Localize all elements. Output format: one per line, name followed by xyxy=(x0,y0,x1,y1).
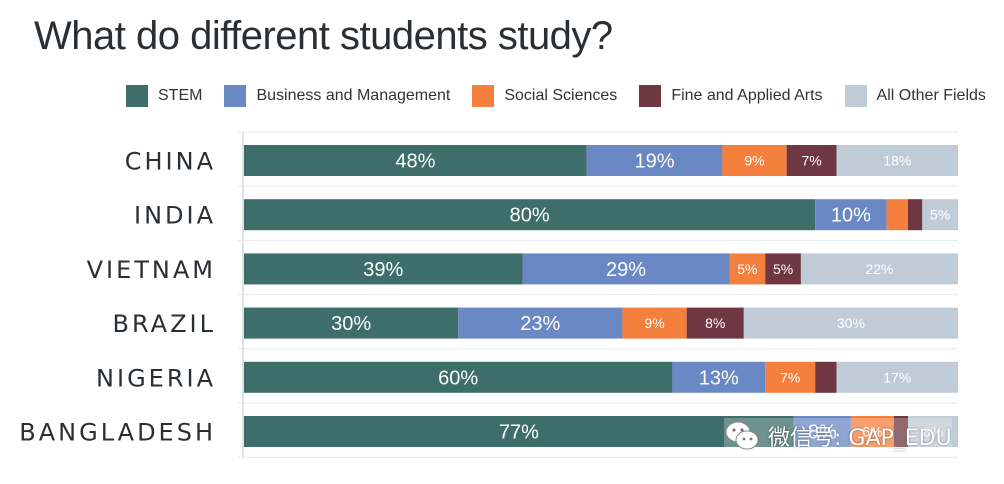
category-label: BRAZIL xyxy=(113,310,216,338)
legend-swatch xyxy=(472,85,495,107)
data-label: 8% xyxy=(705,315,725,331)
category-label: INDIA xyxy=(134,202,216,230)
bar-segment xyxy=(244,361,673,393)
data-label: 9% xyxy=(744,153,764,169)
legend-swatch xyxy=(844,85,867,107)
category-label: CHINA xyxy=(125,148,216,176)
legend-swatch xyxy=(639,85,662,107)
category-label: NIGERIA xyxy=(96,364,216,392)
watermark: 微信号: GAP_EDU xyxy=(724,418,952,454)
data-label: 10% xyxy=(831,205,871,227)
bar-segment xyxy=(743,307,958,339)
legend-item: Business and Management xyxy=(224,85,450,107)
data-label: 7% xyxy=(802,153,822,169)
bar-segment xyxy=(836,361,958,393)
bar-segment xyxy=(244,199,816,231)
data-label: 8% xyxy=(923,424,943,440)
data-label: 7% xyxy=(780,369,800,385)
data-label: 5% xyxy=(737,261,757,277)
bar-segment xyxy=(815,199,887,231)
legend-label: Business and Management xyxy=(256,87,451,104)
data-label: 29% xyxy=(606,259,646,281)
legend-label: All Other Fields xyxy=(876,87,986,104)
chart-legend: STEM Business and Management Social Scienc… xyxy=(126,84,1004,108)
data-label: 30% xyxy=(837,315,865,331)
data-label: 30% xyxy=(331,313,371,335)
data-label: 60% xyxy=(438,367,478,389)
bar-segment xyxy=(244,145,587,176)
bar-segment xyxy=(922,199,958,231)
category-label: BANGLADESH xyxy=(19,419,216,447)
bar-segment xyxy=(893,416,909,447)
bar-segment xyxy=(458,307,623,339)
data-label: 13% xyxy=(699,367,739,389)
data-label: 6% xyxy=(862,424,882,440)
legend-item: STEM xyxy=(126,85,202,107)
bar-segment xyxy=(786,145,837,176)
data-label: 5% xyxy=(773,261,793,277)
data-label: 5% xyxy=(930,207,950,223)
legend-label: Social Sciences xyxy=(504,87,618,104)
bar-segment xyxy=(686,307,744,339)
legend-label: STEM xyxy=(158,87,203,104)
category-label: VIETNAM xyxy=(87,256,216,284)
bar-segment xyxy=(729,253,766,285)
legend-item: Social Sciences xyxy=(472,85,617,107)
legend-item: All Other Fields xyxy=(844,85,986,107)
bar-segment xyxy=(850,416,894,447)
data-label: 48% xyxy=(395,151,435,173)
bar-segment xyxy=(815,361,837,393)
legend-swatch xyxy=(126,85,148,107)
data-label: 80% xyxy=(510,205,550,227)
bar-segment xyxy=(522,253,730,285)
legend-item: Fine and Applied Arts xyxy=(639,85,823,107)
bar-segment xyxy=(800,253,958,285)
bar-segment xyxy=(244,416,794,447)
legend-swatch xyxy=(224,85,247,107)
bar-segment xyxy=(793,416,851,447)
bar-segment xyxy=(765,361,816,393)
data-label: 22% xyxy=(865,261,893,277)
data-label: 39% xyxy=(363,259,403,281)
data-label: 9% xyxy=(644,315,664,331)
legend-label: Fine and Applied Arts xyxy=(671,87,823,104)
bar-segment xyxy=(765,253,801,285)
data-label: 18% xyxy=(883,153,911,169)
watermark-text: 微信号: GAP_EDU xyxy=(768,426,952,451)
bar-segment xyxy=(622,307,687,339)
bar-segment xyxy=(586,145,723,176)
data-label: 8% xyxy=(808,422,837,444)
data-label: 77% xyxy=(499,422,539,444)
bar-segment xyxy=(908,416,958,447)
chart-title: What do different students study? xyxy=(34,14,613,58)
bar-segment xyxy=(244,307,459,339)
bar-segment xyxy=(722,145,787,176)
wechat-icon xyxy=(725,421,759,450)
bar-segment xyxy=(886,199,909,231)
data-label: 19% xyxy=(635,151,675,173)
bar-segment xyxy=(836,145,958,176)
bar-segment xyxy=(672,361,766,393)
data-label: 23% xyxy=(520,313,560,335)
bar-segment xyxy=(908,199,923,231)
data-label: 17% xyxy=(883,369,911,385)
bar-segment xyxy=(244,253,523,285)
